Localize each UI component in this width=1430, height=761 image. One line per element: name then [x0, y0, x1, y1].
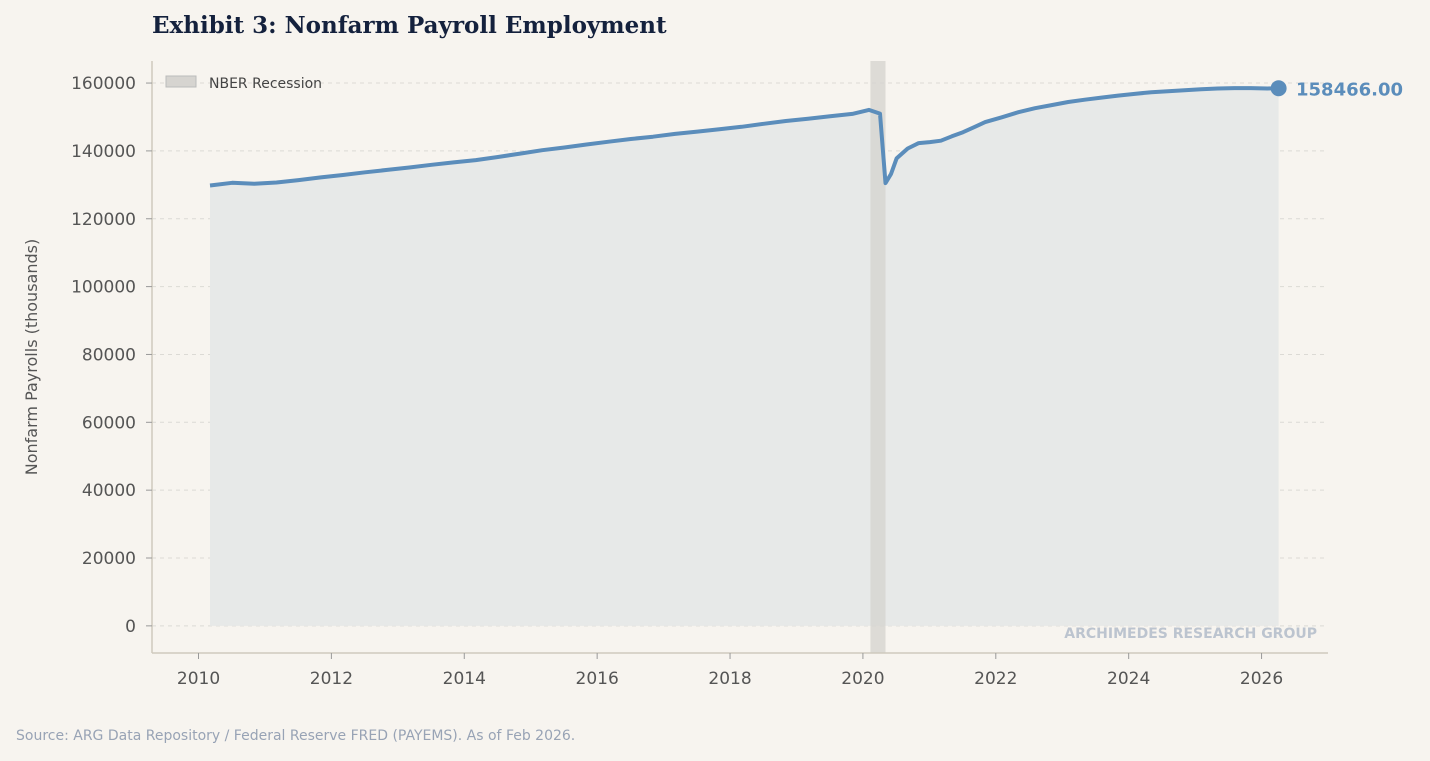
- x-tick-label: 2022: [974, 669, 1017, 689]
- x-tick-label: 2014: [443, 669, 486, 689]
- legend: NBER Recession: [165, 75, 322, 92]
- last-value-marker: [1270, 80, 1287, 97]
- y-tick-label: 160000: [71, 74, 136, 94]
- y-tick-label: 60000: [82, 413, 136, 433]
- series-area-fill: [210, 88, 1279, 626]
- recession-band: [870, 61, 886, 653]
- x-tick-label: 2012: [310, 669, 353, 689]
- y-tick-label: 100000: [71, 278, 136, 298]
- legend-recession-label: NBER Recession: [209, 76, 322, 92]
- chart-title: Exhibit 3: Nonfarm Payroll Employment: [152, 12, 667, 39]
- x-tick-label: 2016: [576, 669, 619, 689]
- y-tick-label: 0: [125, 617, 136, 637]
- last-value-label: 158466.00: [1296, 79, 1403, 100]
- x-tick-label: 2010: [177, 669, 220, 689]
- watermark: ARCHIMEDES RESEARCH GROUP: [1064, 626, 1317, 642]
- x-tick-label: 2024: [1107, 669, 1150, 689]
- y-axis-label: Nonfarm Payrolls (thousands): [22, 239, 41, 475]
- x-tick-label: 2018: [708, 669, 751, 689]
- y-tick-label: 140000: [71, 142, 136, 162]
- legend-recession-swatch: [165, 75, 197, 88]
- source-note: Source: ARG Data Repository / Federal Re…: [16, 728, 576, 744]
- series-line: [209, 86, 1279, 188]
- x-tick-label: 2026: [1240, 669, 1283, 689]
- y-tick-label: 120000: [71, 210, 136, 230]
- y-tick-label: 80000: [82, 345, 136, 365]
- y-tick-label: 40000: [82, 481, 136, 501]
- y-tick-label: 20000: [82, 549, 136, 569]
- x-tick-label: 2020: [841, 669, 884, 689]
